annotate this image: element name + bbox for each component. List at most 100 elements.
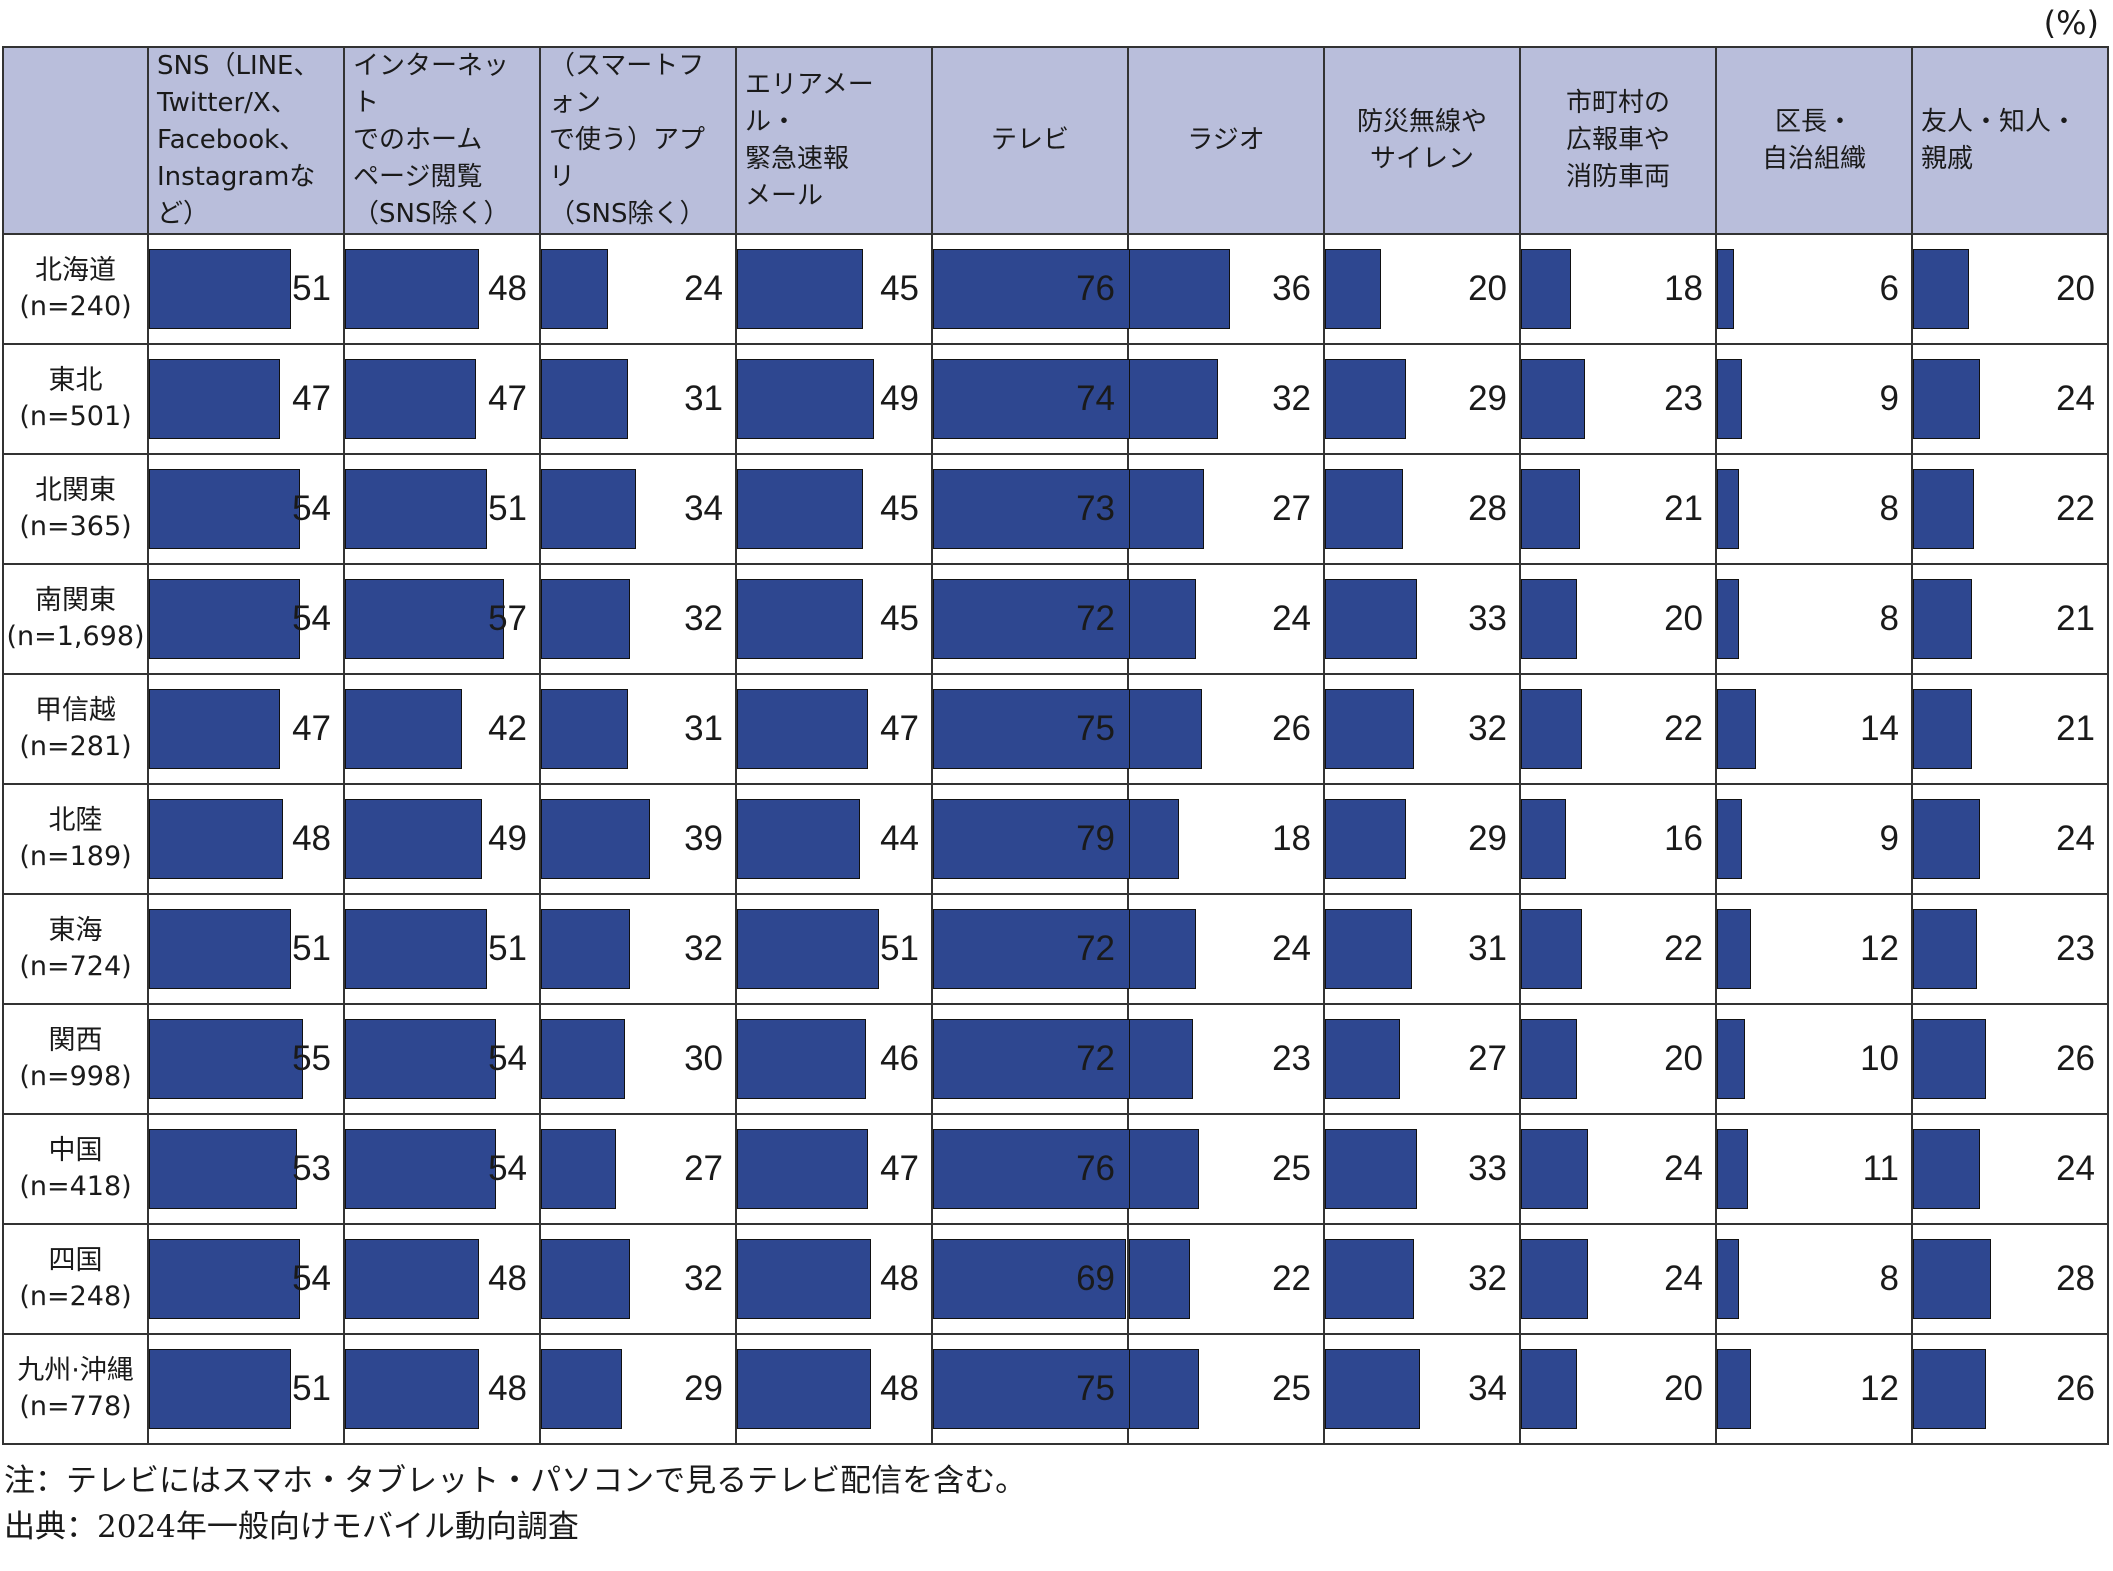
value-cell: 48 — [735, 1333, 933, 1445]
bar — [1325, 1239, 1414, 1319]
value-cell: 26 — [1911, 1003, 2109, 1115]
table-row: 中国 (n=418) 53 54 27 47 76 25 33 24 11 24 — [2, 1113, 2109, 1225]
row-label: 四国 (n=248) — [19, 1245, 132, 1312]
bar — [345, 249, 479, 329]
value-cell: 79 — [931, 783, 1154, 895]
value-label: 48 — [488, 269, 527, 308]
table-body: 北海道 (n=240) 51 48 24 45 76 36 20 18 6 20 東北 (n=501)… — [2, 233, 2109, 1445]
value-label: 25 — [1272, 1149, 1311, 1188]
value-cell: 74 — [931, 343, 1140, 455]
value-label: 26 — [1272, 709, 1311, 748]
value-cell: 24 — [1127, 563, 1325, 675]
value-label: 29 — [1468, 819, 1507, 858]
bar — [541, 1129, 616, 1209]
value-cell: 72 — [931, 893, 1134, 1005]
value-cell: 48 — [147, 783, 345, 895]
column-header: 友人・知人・ 親戚 — [1911, 46, 2109, 235]
value-cell: 8 — [1715, 563, 1913, 675]
bar — [1717, 909, 1751, 989]
bar — [933, 249, 1145, 329]
table-row: 九州·沖縄 (n=778) 51 48 29 48 75 25 34 20 12 26 — [2, 1333, 2109, 1445]
value-cell: 51 — [735, 893, 933, 1005]
value-cell: 51 — [147, 893, 345, 1005]
bar — [933, 469, 1137, 549]
value-label: 32 — [1272, 379, 1311, 418]
value-label: 47 — [292, 379, 331, 418]
value-label: 26 — [2056, 1039, 2095, 1078]
bar — [1521, 799, 1566, 879]
source-text: 出典：2024年一般向けモバイル動向調査 — [4, 1509, 579, 1545]
value-label: 25 — [1272, 1369, 1311, 1408]
row-header: 関西 (n=998) — [2, 1003, 149, 1115]
row-header: 九州·沖縄 (n=778) — [2, 1333, 149, 1445]
bar — [345, 1129, 496, 1209]
bar — [1521, 1129, 1588, 1209]
bar — [1129, 1129, 1199, 1209]
value-label: 51 — [292, 1369, 331, 1408]
value-label: 24 — [684, 269, 723, 308]
bar — [737, 1349, 871, 1429]
value-cell: 20 — [1323, 233, 1521, 345]
value-label: 48 — [488, 1259, 527, 1298]
value-cell: 76 — [931, 233, 1145, 345]
value-cell: 6 — [1715, 233, 1913, 345]
value-label: 45 — [880, 599, 919, 638]
value-label: 54 — [488, 1039, 527, 1078]
bar — [1129, 909, 1196, 989]
value-label: 22 — [2056, 489, 2095, 528]
value-cell: 46 — [735, 1003, 933, 1115]
bar — [541, 579, 630, 659]
column-header-label: 市町村の 広報車や 消防車両 — [1565, 88, 1670, 192]
row-header: 南関東 (n=1,698) — [2, 563, 149, 675]
row-header: 北陸 (n=189) — [2, 783, 149, 895]
bar — [149, 1129, 297, 1209]
value-label: 48 — [880, 1259, 919, 1298]
value-cell: 32 — [539, 893, 737, 1005]
bar — [933, 909, 1134, 989]
table-row: 北陸 (n=189) 48 49 39 44 79 18 29 16 9 24 — [2, 783, 2109, 895]
value-cell: 45 — [735, 233, 933, 345]
value-cell: 24 — [1911, 343, 2109, 455]
value-cell: 25 — [1127, 1113, 1325, 1225]
note-text: 注：テレビにはスマホ・タブレット・パソコンで見るテレビ配信を含む。 — [4, 1463, 1027, 1499]
bar — [541, 689, 628, 769]
value-cell: 76 — [931, 1113, 1145, 1225]
value-label: 48 — [292, 819, 331, 858]
bar — [933, 359, 1140, 439]
value-cell: 23 — [1911, 893, 2109, 1005]
row-header: 東北 (n=501) — [2, 343, 149, 455]
bar — [933, 1239, 1126, 1319]
bar — [541, 1239, 630, 1319]
value-cell: 47 — [147, 343, 345, 455]
bar — [149, 579, 300, 659]
row-label: 東北 (n=501) — [19, 365, 132, 432]
value-cell: 54 — [147, 563, 345, 675]
value-cell: 55 — [147, 1003, 345, 1115]
value-label: 57 — [488, 599, 527, 638]
bar — [737, 799, 860, 879]
row-label: 九州·沖縄 (n=778) — [17, 1355, 134, 1422]
value-cell: 24 — [1519, 1223, 1717, 1335]
value-cell: 22 — [1911, 453, 2109, 565]
row-label: 甲信越 (n=281) — [19, 695, 132, 762]
bar — [1521, 469, 1580, 549]
value-label: 18 — [1272, 819, 1311, 858]
bar — [149, 1349, 291, 1429]
column-header-label: （スマートフォン で使う）アプリ （SNS除く） — [549, 51, 706, 229]
row-label: 南関東 (n=1,698) — [6, 585, 145, 652]
value-cell: 44 — [735, 783, 933, 895]
value-label: 28 — [2056, 1259, 2095, 1298]
bar — [1717, 689, 1756, 769]
value-label: 72 — [1076, 599, 1115, 638]
column-header-label: エリアメール・ 緊急速報 メール — [745, 69, 874, 211]
value-label: 72 — [1076, 1039, 1115, 1078]
bar — [933, 1019, 1134, 1099]
value-label: 20 — [1664, 1369, 1703, 1408]
value-label: 69 — [1076, 1259, 1115, 1298]
value-label: 24 — [2056, 819, 2095, 858]
value-cell: 23 — [1519, 343, 1717, 455]
column-header: ラジオ — [1127, 46, 1325, 235]
bar — [1325, 359, 1406, 439]
value-label: 24 — [2056, 1149, 2095, 1188]
value-cell: 24 — [1519, 1113, 1717, 1225]
